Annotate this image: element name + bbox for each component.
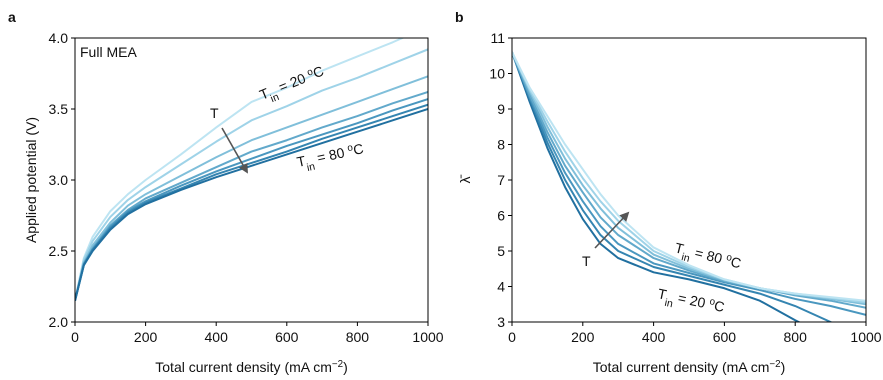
x-tick-label: 600 — [275, 329, 299, 345]
y-tick-label: 10 — [489, 66, 505, 82]
text-part: C — [729, 253, 743, 271]
y-tick-label: 11 — [490, 30, 505, 46]
trend-arrow — [221, 127, 248, 174]
series-line — [512, 51, 801, 322]
annotation: T — [582, 253, 591, 269]
x-axis-label: Total current density (mA cm−2) — [593, 359, 785, 376]
y-tick-label: 3.0 — [49, 172, 69, 188]
annotation: Tin = 20 oC — [257, 62, 328, 108]
text-part: = 80 — [690, 243, 728, 267]
text-part: −2 — [769, 359, 780, 370]
y-tick-label: 3.5 — [49, 101, 69, 117]
text-part: = 80 — [312, 143, 350, 166]
x-tick-label: 1000 — [412, 329, 443, 345]
x-tick-label: 800 — [784, 329, 808, 345]
text-part: o — [346, 142, 354, 154]
text-part: = 20 — [273, 68, 312, 96]
y-axis-label: λ̄ — [457, 175, 473, 184]
text-part: Total current density (mA cm — [593, 359, 770, 375]
annotation: Full MEA — [80, 44, 137, 60]
x-tick-label: 800 — [346, 329, 370, 345]
text-part: λ̄ — [457, 175, 473, 184]
plot-frame — [511, 37, 867, 323]
text-part: T — [210, 105, 219, 121]
panel-label: b — [455, 9, 464, 25]
text-part: T — [656, 285, 668, 303]
text-part: o — [709, 296, 717, 308]
text-part: ) — [781, 359, 786, 375]
series-line — [512, 51, 866, 316]
text-part: Full MEA — [80, 44, 137, 60]
trend-arrow — [594, 211, 630, 249]
x-tick-label: 0 — [508, 329, 516, 345]
y-tick-label: 7 — [497, 172, 505, 188]
plot-area — [512, 51, 866, 322]
y-tick-label: 6 — [497, 208, 505, 224]
text-part: C — [352, 140, 365, 158]
annotation: Tin = 80 oC — [672, 239, 743, 277]
x-tick-label: 400 — [205, 329, 229, 345]
text-part: o — [305, 66, 315, 78]
text-part: in — [680, 251, 691, 265]
text-part: = 20 — [673, 289, 711, 312]
series-line — [75, 75, 428, 301]
text-part: −2 — [332, 359, 343, 370]
series-line — [75, 48, 428, 301]
text-part: C — [713, 297, 726, 315]
panel-label: a — [8, 9, 16, 25]
x-tick-label: 0 — [71, 329, 79, 345]
x-tick-label: 400 — [642, 329, 666, 345]
series-line — [512, 51, 866, 302]
y-tick-label: 2.0 — [49, 314, 69, 330]
plot-area — [75, 38, 428, 301]
series-line — [75, 108, 428, 301]
y-tick-label: 8 — [497, 137, 505, 153]
y-tick-label: 5 — [497, 243, 505, 259]
series-line — [512, 51, 833, 322]
y-tick-label: 4 — [497, 279, 505, 295]
y-tick-label: 4.0 — [49, 30, 69, 46]
y-tick-label: 9 — [497, 101, 505, 117]
annotation: Tin = 80 oC — [295, 140, 366, 176]
series-line — [75, 103, 428, 301]
text-part: Total current density (mA cm — [155, 359, 332, 375]
text-part: C — [311, 63, 326, 82]
text-part: ) — [343, 359, 348, 375]
text-part: T — [582, 253, 591, 269]
y-tick-label: 3 — [497, 314, 505, 330]
text-part: in — [664, 297, 675, 310]
x-tick-label: 600 — [713, 329, 737, 345]
plot-frame — [74, 37, 429, 323]
x-axis-label: Total current density (mA cm−2) — [155, 359, 347, 376]
x-tick-label: 200 — [134, 329, 158, 345]
text-part: Applied potential (V) — [23, 117, 39, 243]
y-tick-label: 2.5 — [49, 243, 69, 259]
x-tick-label: 200 — [571, 329, 595, 345]
x-tick-label: 1000 — [850, 329, 881, 345]
y-axis-label: Applied potential (V) — [23, 117, 39, 243]
annotation: Tin = 20 oC — [655, 285, 726, 321]
text-part: in — [306, 161, 317, 174]
text-part: o — [725, 252, 733, 264]
text-part: T — [295, 152, 307, 170]
series-line — [75, 38, 405, 301]
series-line — [75, 91, 428, 301]
annotation: T — [210, 105, 219, 121]
